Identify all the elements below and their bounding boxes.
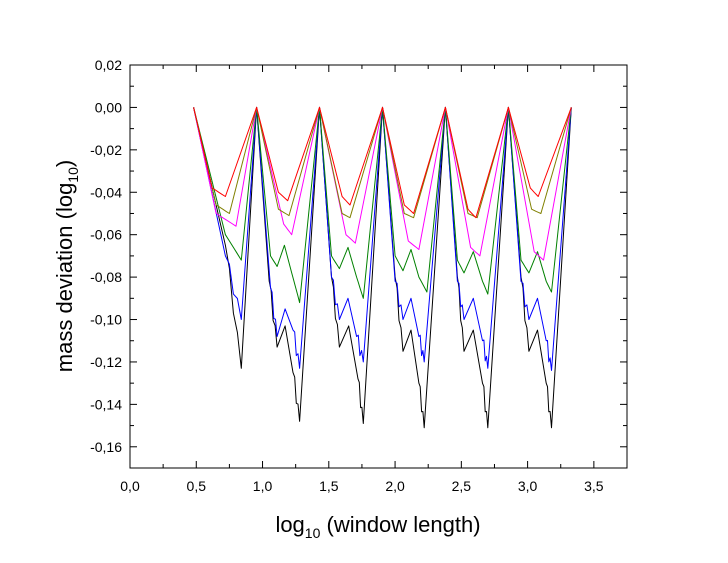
series-line: [193, 106, 572, 429]
series-layer: [193, 106, 572, 429]
x-tick-label: 0,5: [187, 478, 207, 494]
x-tick-label: 1,5: [319, 478, 339, 494]
y-tick-label: 0,00: [95, 99, 122, 115]
y-tick-label: -0,02: [90, 142, 122, 158]
y-tick-label: -0,16: [90, 439, 122, 455]
x-tick-label: 2,5: [452, 478, 472, 494]
series-line: [193, 106, 572, 304]
y-tick-label: -0,10: [90, 312, 122, 328]
x-tick-label: 3,5: [584, 478, 604, 494]
x-axis-title: log10 (window length): [275, 512, 480, 541]
x-tick-label: 0,0: [120, 478, 140, 494]
plot-frame: [129, 64, 628, 469]
x-tick-label: 3,0: [518, 478, 538, 494]
y-tick-label: -0,08: [90, 269, 122, 285]
series-line: [193, 106, 572, 371]
y-axis-title: mass deviation (log10): [52, 160, 81, 372]
y-tick-label: -0,04: [90, 184, 122, 200]
x-tick-label: 1,0: [253, 478, 273, 494]
series-line: [193, 106, 572, 219]
y-tick-label: 0,02: [95, 57, 122, 73]
ticks-layer: 0,0 0,5 1,0 1,5 2,0 2,5 3,0 3,5 0,02 0,00 -0,02 -0,…: [90, 57, 627, 494]
y-tick-label: -0,12: [90, 354, 122, 370]
y-tick-label: -0,06: [90, 227, 122, 243]
x-tick-label: 2,0: [385, 478, 405, 494]
y-tick-label: -0,14: [90, 396, 122, 412]
